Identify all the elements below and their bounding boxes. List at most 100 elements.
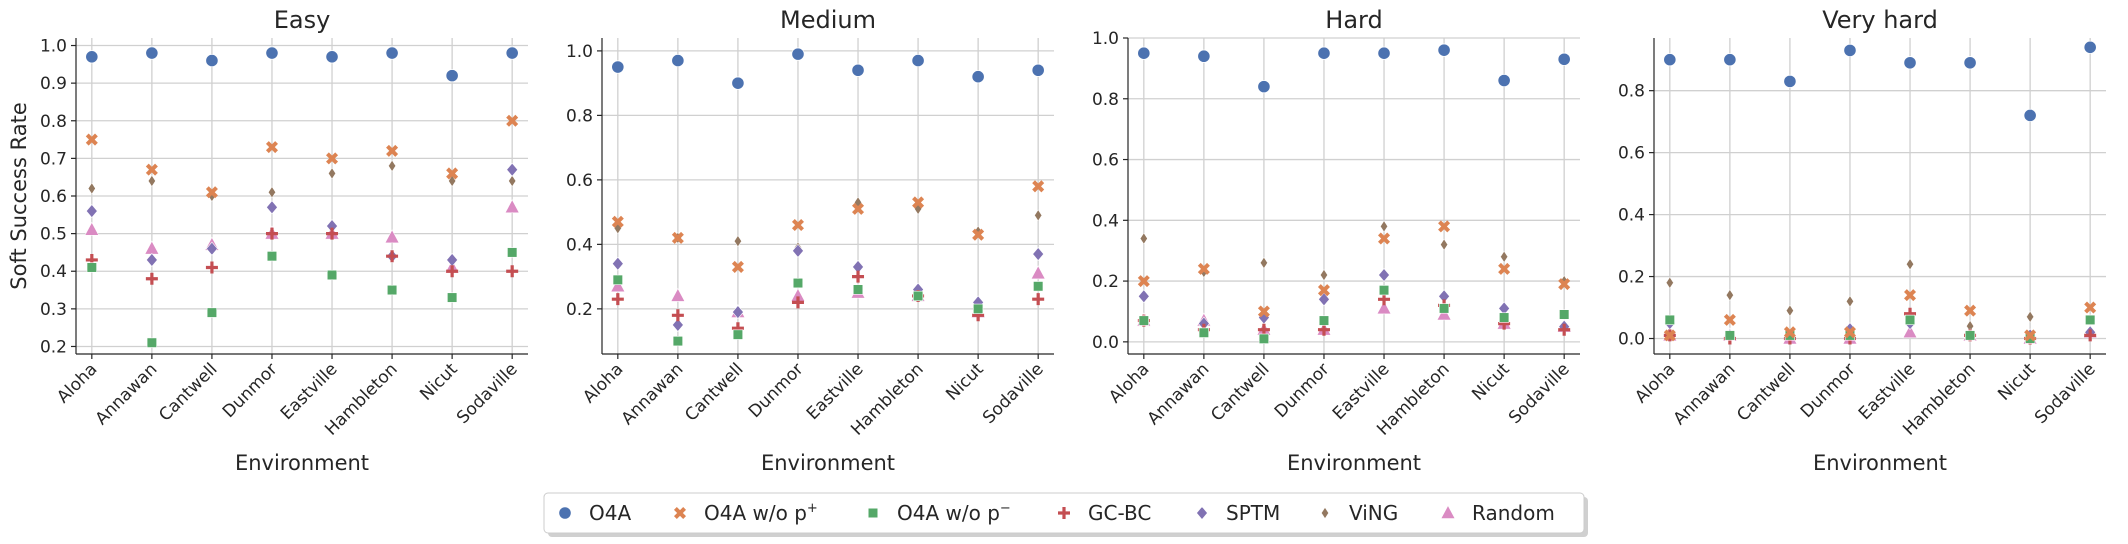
data-point (1903, 56, 1917, 70)
data-point (671, 231, 684, 244)
data-point (1498, 262, 1511, 275)
data-point (1440, 238, 1448, 251)
data-point (2023, 108, 2037, 123)
data-point (1318, 315, 1330, 326)
data-point (1438, 303, 1450, 314)
data-point (447, 292, 458, 303)
data-point (1497, 73, 1511, 88)
data-point (1663, 329, 1676, 342)
y-tick-label: 0.6 (40, 187, 67, 207)
data-point (1723, 313, 1736, 326)
data-point (1258, 333, 1270, 344)
data-point (611, 293, 624, 306)
data-point (384, 229, 400, 244)
data-point (1034, 209, 1043, 222)
y-tick-label: 0.4 (566, 235, 593, 255)
data-point (1377, 46, 1391, 60)
x-tick-label: Annawan (1144, 359, 1214, 429)
data-point (732, 305, 744, 320)
data-point (2084, 329, 2097, 342)
data-point (448, 174, 457, 187)
data-point (446, 167, 459, 180)
data-point (1843, 326, 1856, 339)
data-point (1317, 323, 1330, 336)
data-point (1257, 323, 1270, 336)
x-axis-label: Environment (1813, 451, 1947, 475)
data-point (144, 240, 160, 255)
y-tick-label: 1.0 (566, 42, 593, 62)
data-point (145, 252, 158, 267)
data-point (205, 186, 218, 199)
data-point (145, 272, 158, 285)
data-point (1320, 269, 1328, 281)
data-point (1032, 180, 1045, 193)
y-axis-label: Soft Success Rate (7, 102, 31, 289)
y-tick-label: 0.2 (566, 300, 593, 320)
data-point (671, 309, 684, 322)
data-point (1663, 53, 1677, 67)
data-point (972, 228, 985, 241)
data-point (1378, 268, 1390, 282)
data-point (1257, 80, 1271, 94)
data-point (1197, 262, 1210, 275)
y-tick-label: 0.3 (40, 300, 67, 320)
data-point (1032, 247, 1045, 262)
x-tick-label: Annawan (92, 359, 162, 429)
data-point (1137, 46, 1151, 60)
x-tick-label: Dunmor (219, 359, 282, 422)
data-point (446, 265, 459, 278)
data-point (1843, 43, 1857, 57)
data-point (791, 296, 804, 309)
y-tick-label: 0.6 (566, 171, 593, 191)
data-point (147, 174, 156, 187)
data-point (671, 53, 685, 68)
x-tick-label: Nicut (1468, 359, 1514, 405)
data-point (1904, 314, 1916, 326)
data-point (1139, 232, 1148, 245)
x-tick-label: Sodaville (453, 359, 522, 428)
data-point (326, 227, 339, 240)
data-point (1558, 278, 1571, 291)
data-point (1318, 292, 1330, 307)
data-point (145, 163, 158, 176)
x-tick-label: Nicut (942, 359, 988, 405)
data-point (506, 114, 519, 127)
x-axis-label: Environment (761, 451, 895, 475)
data-point (734, 235, 742, 248)
data-point (1558, 323, 1571, 336)
data-point (791, 219, 804, 232)
data-point (1378, 285, 1390, 296)
data-point (266, 251, 278, 262)
x-tick-label: Sodaville (2031, 359, 2100, 428)
data-point (1724, 330, 1735, 341)
data-point (1964, 304, 1977, 317)
data-point (1437, 43, 1451, 57)
data-point (1317, 46, 1331, 60)
chart-panel-2: 0.0 0.2 0.4 0.6 0.8 1.0 AlohaAnnawanCantwellDu… (1092, 6, 1580, 475)
data-point (446, 252, 459, 267)
y-tick-label: 0.6 (1618, 144, 1645, 164)
data-point (1665, 276, 1674, 289)
data-point (506, 265, 519, 278)
data-point (1198, 327, 1209, 338)
data-point (506, 162, 519, 177)
legend-marker (1196, 506, 1208, 520)
data-point (1317, 284, 1330, 297)
data-point (2024, 329, 2037, 342)
data-point (611, 215, 624, 228)
data-point (507, 247, 518, 258)
y-tick-label: 1.0 (40, 37, 67, 57)
x-tick-label: Dunmor (1271, 359, 1334, 422)
x-tick-label: Cantwell (1207, 359, 1273, 425)
chart-panel-3: 0.0 0.2 0.4 0.6 0.8 AlohaAnnawanCantwellDunmo… (1618, 6, 2106, 475)
legend-marker (1321, 507, 1329, 519)
data-point (206, 241, 218, 256)
legend-label: GC-BC (1088, 501, 1151, 525)
data-point (265, 141, 278, 154)
data-point (1964, 330, 1976, 341)
data-point (266, 200, 278, 215)
data-point (385, 46, 399, 60)
data-point (86, 262, 97, 273)
legend-label: SPTM (1226, 501, 1280, 525)
data-point (1197, 49, 1211, 63)
